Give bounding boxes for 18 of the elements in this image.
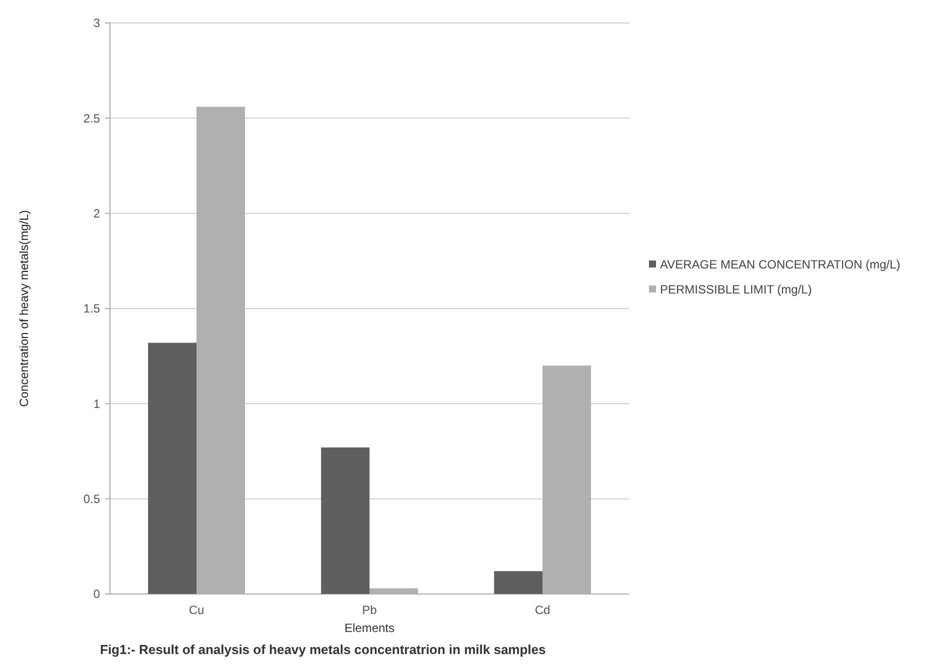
x-tick-label: Cd [534, 603, 550, 617]
bar [494, 571, 542, 594]
y-tick-label: 3 [93, 16, 100, 30]
y-tick-label: 2 [93, 206, 100, 221]
caption: Fig1:- Result of analysis of heavy metals concentratrion in milk samples [100, 642, 546, 657]
legend-label: PERMISSIBLE LIMIT (mg/L) [660, 282, 812, 296]
y-tick-label: 2.5 [83, 111, 100, 126]
bar [148, 342, 196, 594]
x-tick-label: Cu [188, 603, 204, 617]
y-tick-label: 1.5 [83, 302, 100, 316]
y-tick-label: 1 [93, 396, 100, 411]
legend-label: AVERAGE MEAN CONCENTRATION (mg/L) [660, 258, 900, 272]
x-axis-title: Elements [344, 621, 395, 635]
y-tick-label: 0.5 [83, 492, 100, 506]
x-tick-label: Pb [362, 603, 378, 617]
y-axis-title: Concentration of heavy metals(mg/L) [17, 210, 31, 407]
bar [321, 447, 370, 594]
y-tick-label: 0 [93, 587, 100, 602]
